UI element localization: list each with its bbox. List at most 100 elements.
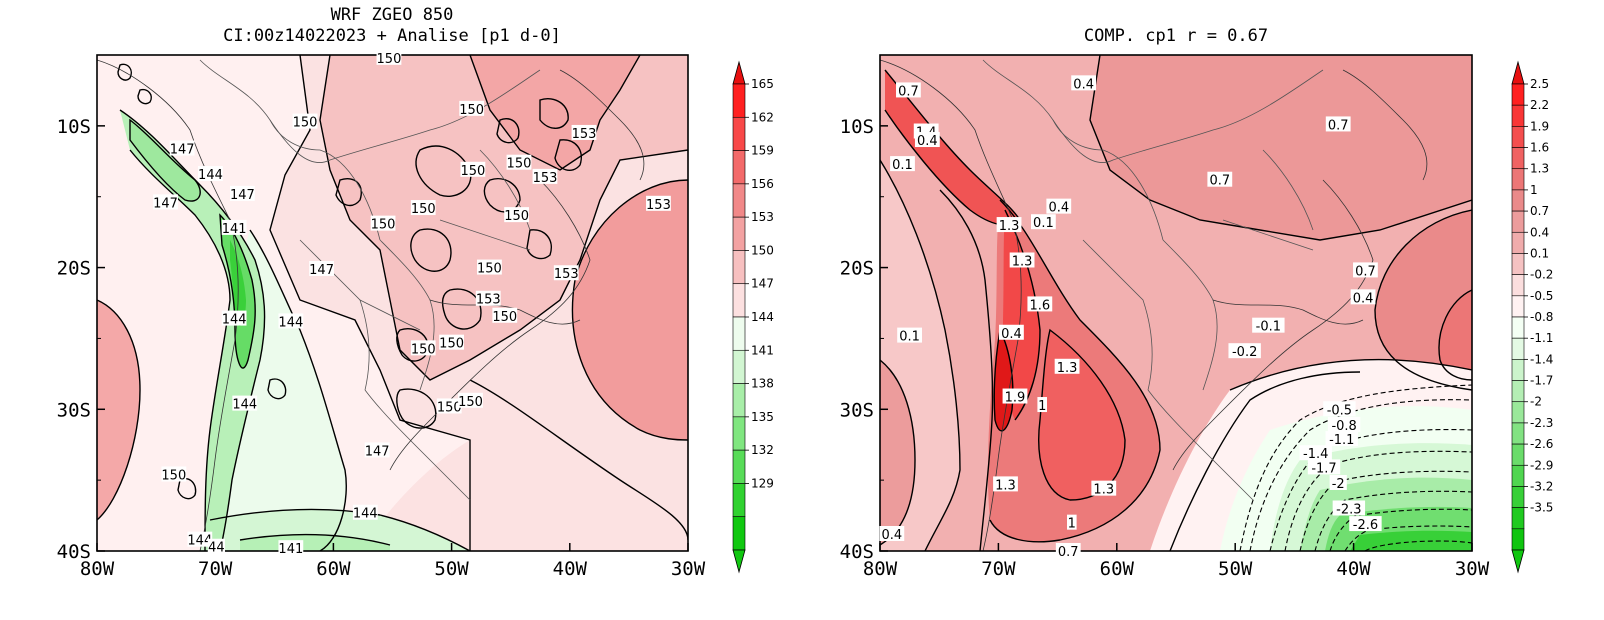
panel2-title: COMP. cp1 r = 0.67 <box>1084 26 1268 46</box>
contour-label: 1.3 <box>1012 254 1033 269</box>
contour-label-bg <box>352 504 378 520</box>
colorbar-label: 129 <box>751 476 774 490</box>
x-tick-label: 40W <box>553 558 588 580</box>
contour-label: 0.4 <box>1353 291 1374 306</box>
contour-label: 150 <box>458 395 483 410</box>
contour-label-bg <box>153 194 178 210</box>
colorbar-top-arrow <box>1511 60 1525 85</box>
contour-label: 150 <box>161 468 186 483</box>
contour-label-bg <box>1329 474 1347 490</box>
colorbar-swatch <box>732 349 746 384</box>
panel2-borders <box>880 59 1428 551</box>
contour-label-bg <box>532 168 558 184</box>
colorbar-swatch <box>1511 231 1525 254</box>
contour-label: 150 <box>504 209 529 224</box>
colorbar-swatch <box>1511 210 1525 233</box>
colorbar-label: 1.9 <box>1530 119 1549 133</box>
contour-label-bg <box>410 200 436 216</box>
contour-label: -0.2 <box>1232 345 1257 360</box>
contour-label-bg <box>475 290 501 306</box>
contour-label-bg <box>1299 445 1332 461</box>
colorbar-label: -2 <box>1530 395 1542 409</box>
y-tick-label: 10S <box>57 116 91 138</box>
contour-label: 0.1 <box>1033 216 1054 231</box>
contour-label-bg <box>506 154 532 170</box>
contour-label-bg <box>1046 198 1072 214</box>
contour-label-bg <box>1054 358 1080 374</box>
contour-label-bg <box>309 260 334 276</box>
contour-label: 147 <box>170 143 195 158</box>
y-tick-label: 10S <box>840 116 874 138</box>
contour-label: 153 <box>476 293 501 308</box>
contour-label: 150 <box>507 157 532 172</box>
contour-label-bg <box>198 166 223 182</box>
contour-label: 141 <box>278 542 303 557</box>
colorbar-swatch <box>732 183 746 218</box>
contour-label-bg <box>1037 397 1048 413</box>
contour-label-bg <box>999 324 1024 340</box>
colorbar-swatch <box>732 416 746 451</box>
contour-label: 0.1 <box>892 158 913 173</box>
colorbar-swatch <box>732 483 746 518</box>
contour-label-bg <box>896 82 921 98</box>
colorbar-label: 162 <box>751 110 774 124</box>
contour-label: 0.1 <box>899 330 920 345</box>
colorbar-swatch <box>1511 401 1525 424</box>
contour-label-bg <box>376 49 402 65</box>
y-tick-label: 40S <box>840 541 874 563</box>
field-147-se <box>360 380 688 551</box>
x-tick-label: 60W <box>316 558 351 580</box>
colorbar-label: -1.7 <box>1530 374 1553 388</box>
field-peru-strip <box>885 70 1020 226</box>
contour-label-bg <box>232 395 258 411</box>
contour-label: 1 <box>1038 399 1046 414</box>
contour-label-bg <box>1353 262 1378 278</box>
contour-label-bg <box>207 538 225 554</box>
contour-label-bg <box>1325 116 1351 132</box>
x-tick-label: 70W <box>198 558 233 580</box>
contour-label: -2.6 <box>1353 518 1378 533</box>
contour-label-bg <box>1207 171 1233 187</box>
colorbar-swatch <box>1511 83 1525 106</box>
colorbar-bottom-arrow <box>732 549 746 574</box>
contour-label-bg <box>370 215 396 231</box>
contour-label: 147 <box>365 444 390 459</box>
contour-label-bg <box>458 392 483 408</box>
contour-label: 150 <box>437 400 462 415</box>
colorbar-swatch <box>732 516 746 551</box>
contour-label-bg <box>1332 500 1366 516</box>
x-tick-label: 30W <box>671 558 706 580</box>
y-tick-label: 20S <box>57 258 91 280</box>
contour-label-bg <box>1252 317 1285 333</box>
field-138-south <box>240 534 390 551</box>
contour-label: -2 <box>1332 477 1345 492</box>
colorbar-swatch <box>1511 380 1525 403</box>
panel2-frame <box>879 54 1473 552</box>
colorbar-label: 0.4 <box>1530 225 1549 239</box>
contour-label-bg <box>1091 480 1117 496</box>
contour-label-bg <box>1323 401 1356 417</box>
contour-label: 150 <box>293 116 318 131</box>
x-tick-label: 30W <box>1455 558 1490 580</box>
colorbar-label: 1.6 <box>1530 141 1549 155</box>
panel1-subtitle: CI:00z14022023 + Analise [p1 d-0] <box>223 26 561 46</box>
colorbar-swatch <box>1511 443 1525 466</box>
contour-label: 150 <box>411 202 436 217</box>
contour-label: 1.3 <box>1093 483 1114 498</box>
panel-comp: COMP. cp1 r = 0.67 <box>840 26 1554 580</box>
contour-label-bg <box>993 476 1018 492</box>
colorbar-swatch <box>1511 104 1525 127</box>
contour-label-bg <box>571 124 597 140</box>
field-1.3-east <box>1439 290 1472 380</box>
colorbar-label: 150 <box>751 243 774 257</box>
y-tick-label: 20S <box>840 258 874 280</box>
contour-label: 153 <box>572 127 597 142</box>
x-tick-label: 50W <box>1218 558 1253 580</box>
contour-label-bg <box>1071 75 1097 91</box>
panel-zgeo: WRF ZGEO 850 CI:00z14022023 + Analise [p… <box>57 5 774 580</box>
colorbar-label: -3.2 <box>1530 479 1553 493</box>
colorbar-label: -2.9 <box>1530 458 1553 472</box>
colorbar-top-arrow <box>732 60 746 85</box>
contour-label-bg <box>1067 514 1077 530</box>
panel1-title: WRF ZGEO 850 <box>331 5 454 25</box>
